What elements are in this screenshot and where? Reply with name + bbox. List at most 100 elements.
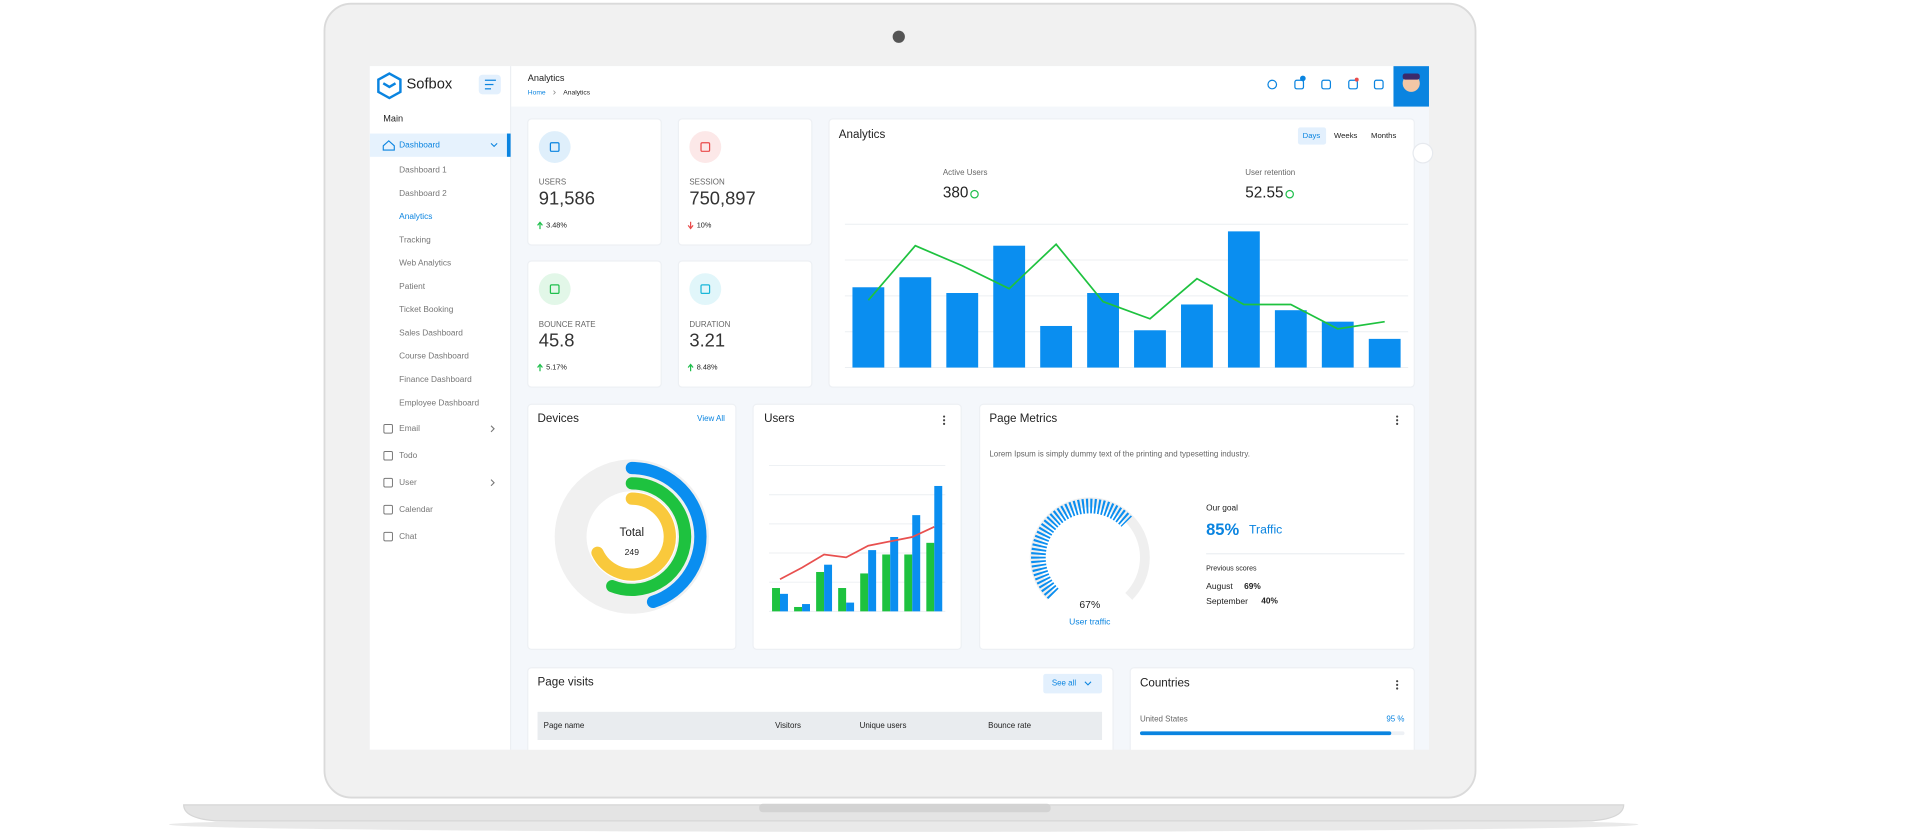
button-label[interactable]: See all: [1052, 679, 1077, 688]
card-title: Page Metrics: [989, 412, 1057, 425]
menu-dot[interactable]: [1396, 415, 1399, 418]
score-month: August: [1206, 581, 1233, 591]
column-header: Visitors: [775, 721, 801, 730]
submenu-item[interactable]: Dashboard 2: [399, 188, 447, 198]
submenu-item[interactable]: Patient: [399, 281, 426, 291]
nav-active[interactable]: [369, 133, 511, 157]
nav-item[interactable]: Chat: [399, 531, 417, 541]
submenu-item[interactable]: Employee Dashboard: [399, 397, 479, 407]
kpi-label: Active Users: [943, 168, 988, 177]
header-icon[interactable]: [1321, 79, 1332, 90]
brand: Sofbox: [407, 76, 453, 92]
stat-icon: [549, 284, 560, 295]
stat-icon-bg: [538, 131, 571, 163]
bar: [1087, 293, 1119, 368]
stat-label: SESSION: [689, 178, 725, 187]
menu-dot[interactable]: [1396, 683, 1399, 686]
stat-label: USERS: [539, 178, 566, 187]
submenu-item[interactable]: Sales Dashboard: [399, 327, 463, 337]
stat-change: 10%: [697, 220, 712, 229]
bar: [1134, 330, 1166, 368]
header-icon[interactable]: [1267, 79, 1278, 90]
submenu-item[interactable]: Finance Dashboard: [399, 374, 472, 384]
stat-icon-bg: [689, 273, 722, 306]
period-active[interactable]: [1297, 127, 1327, 145]
bar: [816, 571, 825, 612]
column-header: Unique users: [860, 721, 907, 730]
score-value: 40%: [1261, 596, 1278, 606]
menu-dot[interactable]: [942, 419, 946, 422]
card-link[interactable]: View All: [697, 414, 725, 423]
card: [527, 118, 662, 246]
page-title: Analytics: [528, 73, 565, 83]
menu-dot[interactable]: [1396, 422, 1399, 426]
trend-arrow: [537, 221, 543, 230]
card-title: Analytics: [839, 128, 886, 141]
chevron: [490, 479, 495, 487]
stat-value: 45.8: [539, 330, 575, 351]
submenu-item[interactable]: Analytics: [399, 211, 432, 221]
submenu-item[interactable]: Course Dashboard: [399, 351, 469, 361]
ring-arc: [606, 477, 692, 596]
nav-icon: [383, 477, 393, 488]
menu-dot[interactable]: [1396, 419, 1399, 422]
camera: [892, 30, 905, 43]
nav-item[interactable]: Email: [399, 423, 420, 433]
stat-value: 750,897: [689, 188, 755, 209]
breadcrumb-link[interactable]: Home: [528, 89, 546, 96]
bar: [912, 515, 921, 612]
donut-label: Total: [620, 526, 645, 539]
header-icon[interactable]: [1294, 79, 1305, 90]
chevron: [490, 425, 495, 433]
stat-value: 91,586: [539, 188, 595, 209]
kpi-value: 380: [943, 185, 969, 202]
kpi-label: User retention: [1245, 168, 1295, 177]
submenu-item[interactable]: Ticket Booking: [399, 304, 454, 314]
submenu-item[interactable]: Web Analytics: [399, 258, 451, 268]
nav-item[interactable]: Calendar: [399, 504, 433, 514]
gauge-value: [1030, 498, 1133, 600]
stat-icon: [700, 142, 711, 152]
line-series: [867, 243, 1385, 330]
see-all-button[interactable]: [1043, 673, 1103, 694]
menu-dot[interactable]: [942, 422, 946, 426]
bar: [1368, 338, 1401, 368]
nav-item[interactable]: User: [399, 477, 417, 487]
topbar: [510, 66, 1429, 107]
breadcrumb-current: Analytics: [563, 89, 591, 96]
nav-item[interactable]: Dashboard: [399, 139, 440, 149]
period-button[interactable]: Months: [1371, 131, 1396, 140]
menu-dot[interactable]: [942, 415, 946, 418]
laptop-base: [183, 804, 1625, 822]
submenu-item[interactable]: Tracking: [399, 234, 431, 244]
bar: [1181, 304, 1213, 368]
card-title: Countries: [1140, 677, 1190, 690]
stat-icon-bg: [538, 273, 571, 306]
card: [677, 260, 813, 388]
collapse-button[interactable]: [1412, 142, 1434, 164]
period-button[interactable]: Days: [1303, 131, 1321, 140]
stat-change: 8.48%: [697, 362, 718, 371]
chevron: [1084, 681, 1092, 686]
header-icon[interactable]: [1373, 79, 1384, 90]
stat-change: 5.17%: [546, 362, 567, 371]
menu-dot[interactable]: [1396, 680, 1399, 683]
menu-dot[interactable]: [1396, 687, 1399, 690]
card: [978, 403, 1415, 650]
nav-item[interactable]: Todo: [399, 450, 417, 460]
gauge-caption: User traffic: [1069, 617, 1111, 627]
bar: [802, 604, 810, 612]
chevron: [490, 142, 498, 148]
submenu-item[interactable]: Dashboard 1: [399, 164, 447, 174]
nav-icon: [383, 424, 393, 434]
header-icon[interactable]: [1348, 79, 1358, 90]
bar: [934, 485, 943, 612]
sidebar: [369, 66, 511, 750]
stat-value: 3.21: [689, 330, 725, 351]
section-label: Main: [383, 113, 403, 123]
bar: [846, 602, 855, 612]
period-button[interactable]: Weeks: [1334, 131, 1358, 140]
breadcrumb-sep: [553, 90, 556, 95]
bar: [772, 588, 780, 612]
country-percent: 95 %: [1386, 714, 1404, 723]
